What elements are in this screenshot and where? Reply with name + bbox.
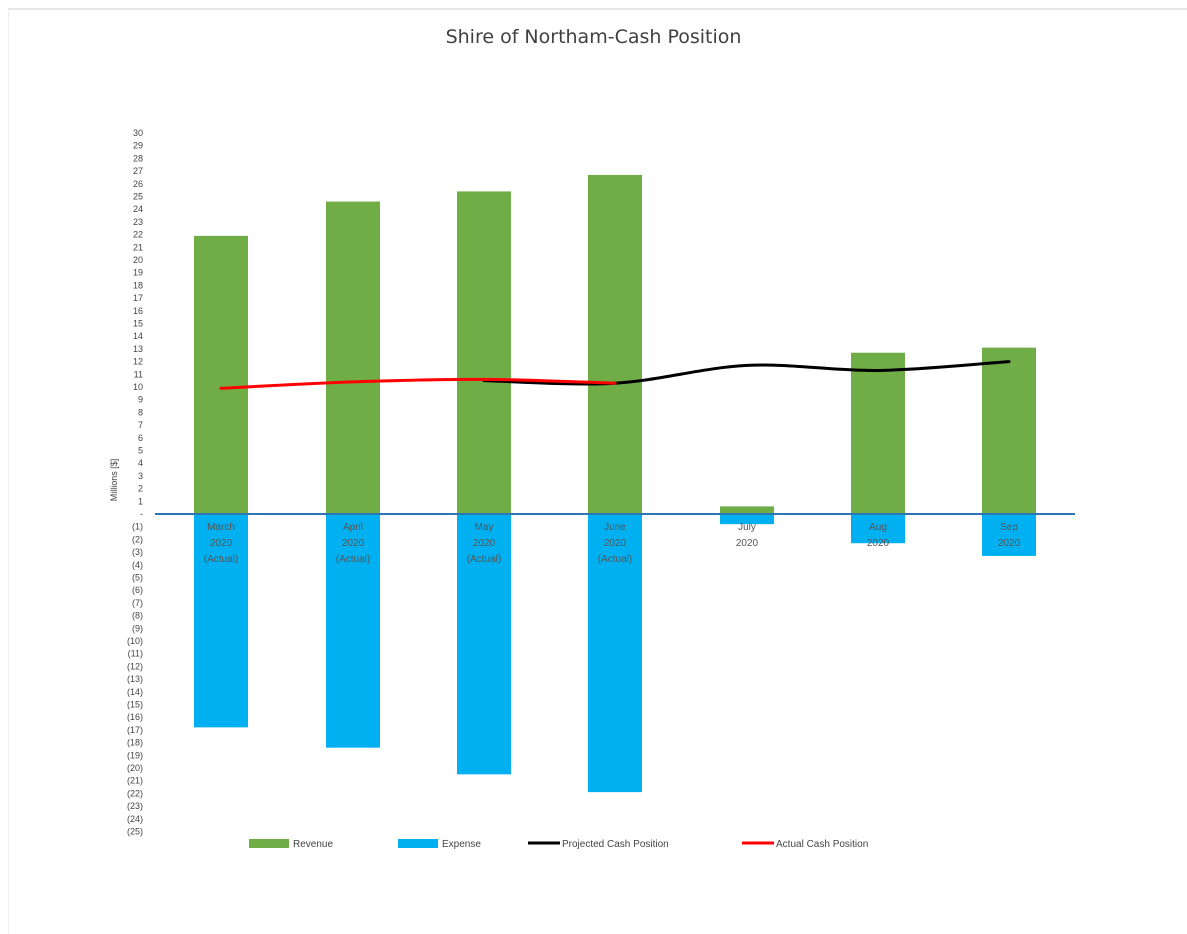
y-tick-label: (14) [127, 687, 143, 697]
x-category-label: (Actual) [598, 554, 632, 565]
x-category-label: April [343, 522, 363, 533]
y-tick-label: 18 [133, 280, 143, 290]
y-tick-label: (19) [127, 750, 143, 760]
expense-bar [720, 514, 774, 525]
y-tick-label: (7) [132, 598, 143, 608]
y-tick-label: (4) [132, 560, 143, 570]
y-tick-label: 12 [133, 357, 143, 367]
y-tick-label: 3 [138, 471, 143, 481]
x-category-label: 2020 [473, 538, 496, 549]
actual-cash-line [219, 377, 617, 390]
revenue-bar [720, 506, 774, 514]
expense-bar [982, 514, 1036, 556]
revenue-bar [326, 201, 380, 514]
expense-bar [326, 514, 380, 748]
y-tick-label: 27 [133, 166, 143, 176]
y-tick-label: (8) [132, 611, 143, 621]
y-tick-label: 30 [133, 128, 143, 138]
y-tick-label: 9 [138, 395, 143, 405]
revenue-bar [457, 191, 511, 515]
legend-swatch [398, 839, 438, 848]
revenue-bar [982, 347, 1036, 514]
x-category-label: Sep [1000, 522, 1018, 533]
x-category-label: June [604, 522, 626, 533]
y-tick-label: (23) [127, 801, 143, 811]
chart-frame [8, 8, 1187, 934]
y-tick-label: (16) [127, 712, 143, 722]
x-category-label: May [475, 522, 494, 533]
y-tick-label: - [140, 509, 143, 519]
y-tick-label: 15 [133, 319, 143, 329]
expense-bar [194, 514, 248, 728]
y-tick-label: 14 [133, 331, 143, 341]
y-tick-label: (25) [127, 827, 143, 837]
y-tick-label: 13 [133, 344, 143, 354]
y-tick-label: (15) [127, 700, 143, 710]
y-tick-label: (24) [127, 814, 143, 824]
x-category-label: 2020 [210, 538, 233, 549]
y-tick-label: 19 [133, 268, 143, 278]
y-tick-label: 22 [133, 230, 143, 240]
y-tick-label: 10 [133, 382, 143, 392]
x-category-label: 2020 [867, 538, 890, 549]
x-category-label: 2020 [342, 538, 365, 549]
legend-label: Expense [442, 839, 481, 850]
y-tick-label: 26 [133, 179, 143, 189]
y-tick-label: 2 [138, 484, 143, 494]
y-tick-label: 8 [138, 407, 143, 417]
expense-bar [588, 514, 642, 793]
x-category-label: (Actual) [204, 554, 238, 565]
y-tick-label: 5 [138, 446, 143, 456]
x-category-label: (Actual) [336, 554, 370, 565]
legend-label: Revenue [293, 839, 333, 850]
revenue-bar [194, 235, 248, 514]
y-tick-label: 4 [138, 458, 143, 468]
y-tick-label: (12) [127, 661, 143, 671]
y-tick-label: 7 [138, 420, 143, 430]
y-tick-label: (22) [127, 788, 143, 798]
x-category-label: 2020 [736, 538, 759, 549]
y-tick-label: (18) [127, 738, 143, 748]
y-tick-label: (3) [132, 547, 143, 557]
y-tick-label: 6 [138, 433, 143, 443]
y-tick-label: 17 [133, 293, 143, 303]
expense-bar [457, 514, 511, 775]
expense-bar [851, 514, 905, 544]
x-category-label: (Actual) [467, 554, 501, 565]
legend-label: Projected Cash Position [562, 839, 669, 850]
y-tick-label: 23 [133, 217, 143, 227]
y-tick-label: (1) [132, 522, 143, 532]
y-tick-label: 11 [134, 369, 143, 379]
chart-title: Shire of Northam-Cash Position [445, 26, 742, 48]
x-category-label: 2020 [604, 538, 627, 549]
y-tick-label: (21) [127, 776, 143, 786]
y-axis-label: Millions [$] [109, 459, 119, 502]
revenue-bar [588, 174, 642, 514]
y-tick-label: 1 [138, 496, 143, 506]
x-category-label: July [738, 522, 756, 533]
legend-label: Actual Cash Position [776, 839, 868, 850]
y-tick-label: 20 [133, 255, 143, 265]
y-tick-label: 28 [133, 153, 143, 163]
y-tick-label: (11) [128, 649, 143, 659]
x-category-label: Aug [869, 522, 887, 533]
y-tick-label: (5) [132, 573, 143, 583]
x-category-label: 2020 [998, 538, 1021, 549]
y-tick-label: (10) [127, 636, 143, 646]
y-tick-label: (20) [127, 763, 143, 773]
y-tick-label: (6) [132, 585, 143, 595]
y-tick-label: 25 [133, 192, 143, 202]
y-tick-label: (13) [127, 674, 143, 684]
y-tick-label: (9) [132, 623, 143, 633]
y-tick-label: 24 [133, 204, 143, 214]
y-tick-label: (2) [132, 534, 143, 544]
y-tick-label: 29 [133, 141, 143, 151]
y-tick-label: 21 [133, 242, 143, 252]
legend-swatch [249, 839, 289, 848]
y-tick-label: 16 [133, 306, 143, 316]
y-tick-label: (17) [127, 725, 143, 735]
x-category-label: March [207, 522, 235, 533]
revenue-bar [851, 352, 905, 514]
